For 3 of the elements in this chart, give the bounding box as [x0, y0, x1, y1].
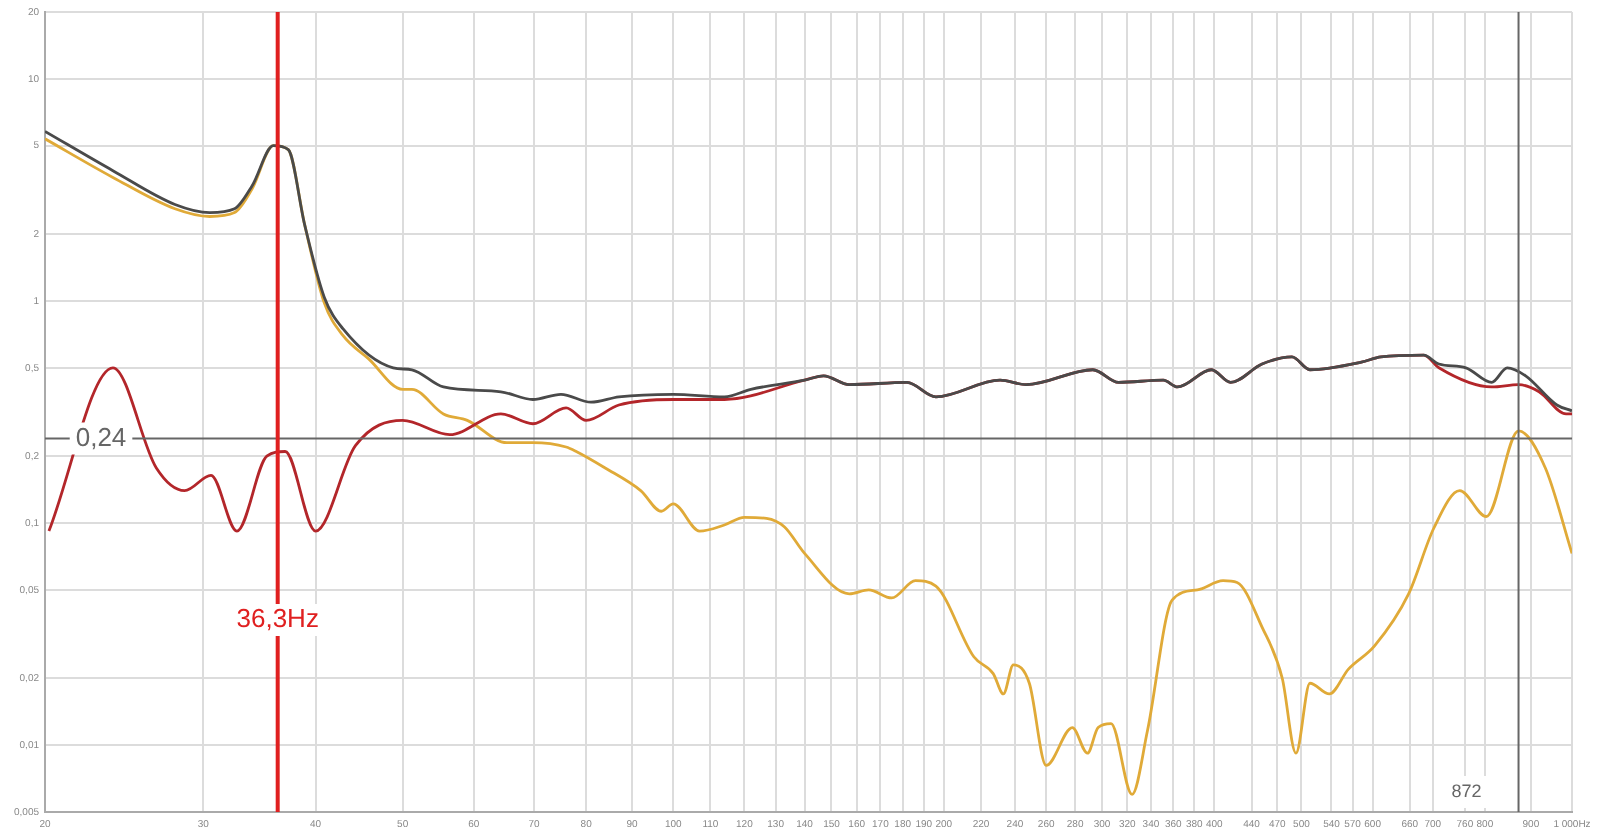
ref-line-label: 36,3Hz	[236, 603, 319, 634]
ref-line-label: 872	[1451, 780, 1482, 801]
ref-line-label: 0,24	[75, 421, 127, 452]
